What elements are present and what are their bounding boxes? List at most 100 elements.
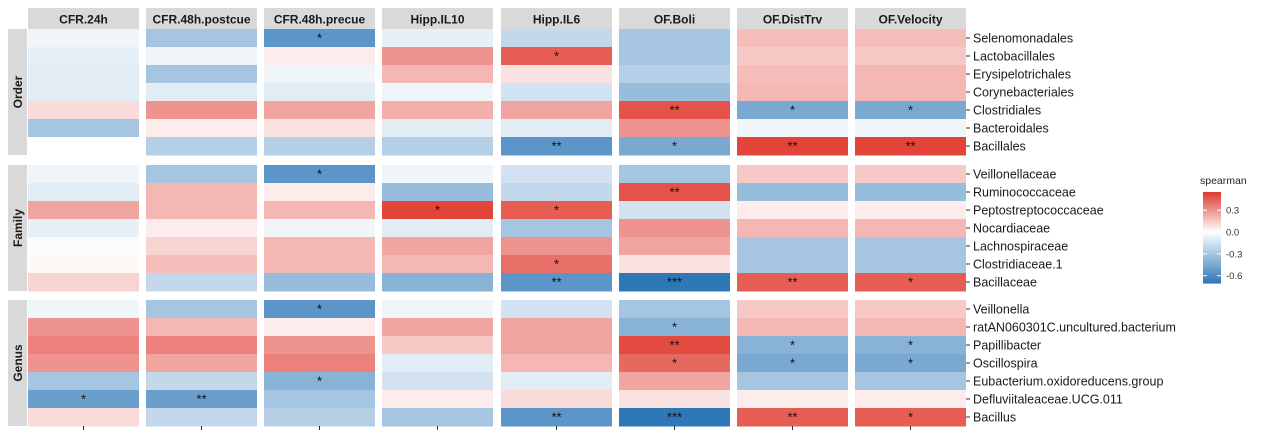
heatmap-cell — [737, 47, 848, 66]
heatmap-cell — [855, 372, 966, 391]
row-label: Oscillospira — [973, 357, 1038, 371]
legend-gradient-step — [1203, 238, 1221, 242]
heatmap-cell — [855, 354, 966, 373]
significance-label: ** — [787, 410, 797, 425]
heatmap-cell — [501, 237, 612, 256]
heatmap-cell — [855, 101, 966, 120]
legend-gradient-step — [1203, 198, 1221, 201]
legend-gradient-step — [1203, 236, 1221, 240]
heatmap-cell — [28, 219, 139, 238]
legend-gradient-step — [1203, 252, 1221, 256]
heatmap-cell — [855, 408, 966, 427]
heatmap-cell — [737, 201, 848, 220]
heatmap-cell — [382, 300, 493, 319]
heatmap-cell — [382, 336, 493, 355]
heatmap-cell — [264, 47, 375, 66]
significance-label: * — [908, 275, 913, 290]
row-label: Veillonella — [973, 303, 1029, 317]
heatmap-cell — [264, 137, 375, 156]
row-label: Selenomonadales — [973, 32, 1073, 46]
significance-label: * — [672, 139, 677, 154]
significance-label: ** — [669, 338, 679, 353]
heatmap-cell — [501, 165, 612, 184]
heatmap-cell — [146, 408, 257, 427]
legend-gradient-step — [1203, 200, 1221, 203]
heatmap-cell — [619, 390, 730, 409]
significance-label: ** — [787, 139, 797, 154]
heatmap-cell — [264, 119, 375, 138]
significance-label: * — [81, 392, 86, 407]
significance-label: ** — [551, 410, 561, 425]
heatmap-cell — [28, 137, 139, 156]
row-label: Peptostreptococcaceae — [973, 204, 1104, 218]
heatmap-cell — [737, 65, 848, 84]
legend-gradient-step — [1203, 232, 1221, 236]
heatmap-cell — [501, 336, 612, 355]
legend-gradient-step — [1203, 224, 1221, 227]
heatmap-cell — [737, 318, 848, 337]
heatmap-cell — [501, 137, 612, 156]
heatmap-cell — [146, 65, 257, 84]
legend-gradient-step — [1203, 264, 1221, 268]
heatmap-cell — [382, 137, 493, 156]
heatmap-cell — [501, 29, 612, 48]
heatmap-cell — [146, 372, 257, 391]
column-label: OF.DistTrv — [763, 13, 823, 27]
heatmap-cell — [619, 336, 730, 355]
legend-gradient-step — [1203, 218, 1221, 221]
heatmap-cell — [382, 255, 493, 274]
legend-gradient-step — [1203, 278, 1221, 282]
heatmap-cell — [855, 83, 966, 102]
heatmap-cell — [737, 183, 848, 202]
significance-label: * — [435, 203, 440, 218]
legend-gradient-step — [1203, 212, 1221, 215]
legend-gradient-step — [1203, 256, 1221, 260]
heatmap-cell — [264, 219, 375, 238]
heatmap-cell — [501, 318, 612, 337]
heatmap-cell — [855, 47, 966, 66]
legend-gradient-step — [1203, 266, 1221, 270]
heatmap-cell — [146, 201, 257, 220]
significance-label: ** — [551, 139, 561, 154]
heatmap-cell — [382, 183, 493, 202]
heatmap-cell — [28, 183, 139, 202]
heatmap-cell — [382, 65, 493, 84]
significance-label: ** — [787, 275, 797, 290]
heatmap-cell — [146, 29, 257, 48]
heatmap-cell — [28, 273, 139, 292]
heatmap-cell — [737, 336, 848, 355]
column-label: OF.Boli — [654, 13, 695, 27]
heatmap-cell — [855, 390, 966, 409]
heatmap-cell — [855, 165, 966, 184]
column-strip — [737, 8, 848, 30]
significance-label: ** — [551, 275, 561, 290]
heatmap-cell — [146, 165, 257, 184]
heatmap-cell — [146, 83, 257, 102]
column-label: Hipp.IL6 — [533, 13, 581, 27]
heatmap-cell — [28, 354, 139, 373]
column-strip — [619, 8, 730, 30]
heatmap-cell — [619, 372, 730, 391]
heatmap-cell — [28, 201, 139, 220]
significance-label: * — [790, 338, 795, 353]
heatmap-cell — [619, 165, 730, 184]
heatmap-cell — [855, 300, 966, 319]
significance-label: * — [554, 203, 559, 218]
significance-label: * — [554, 257, 559, 272]
legend-gradient-step — [1203, 260, 1221, 264]
group-strip — [8, 29, 27, 155]
heatmap-cell — [501, 183, 612, 202]
legend-gradient-step — [1203, 210, 1221, 213]
heatmap-cell — [619, 408, 730, 427]
row-label: Papillibacter — [973, 339, 1041, 353]
heatmap-cell — [501, 47, 612, 66]
row-label: Corynebacteriales — [973, 86, 1074, 100]
row-label: Lactobacillales — [973, 50, 1055, 64]
heatmap-cell — [855, 237, 966, 256]
significance-label: * — [672, 320, 677, 335]
heatmap-cell — [619, 29, 730, 48]
heatmap-cell — [264, 255, 375, 274]
row-label: Bacillus — [973, 411, 1016, 425]
heatmap-cell — [501, 408, 612, 427]
heatmap-cell — [264, 273, 375, 292]
